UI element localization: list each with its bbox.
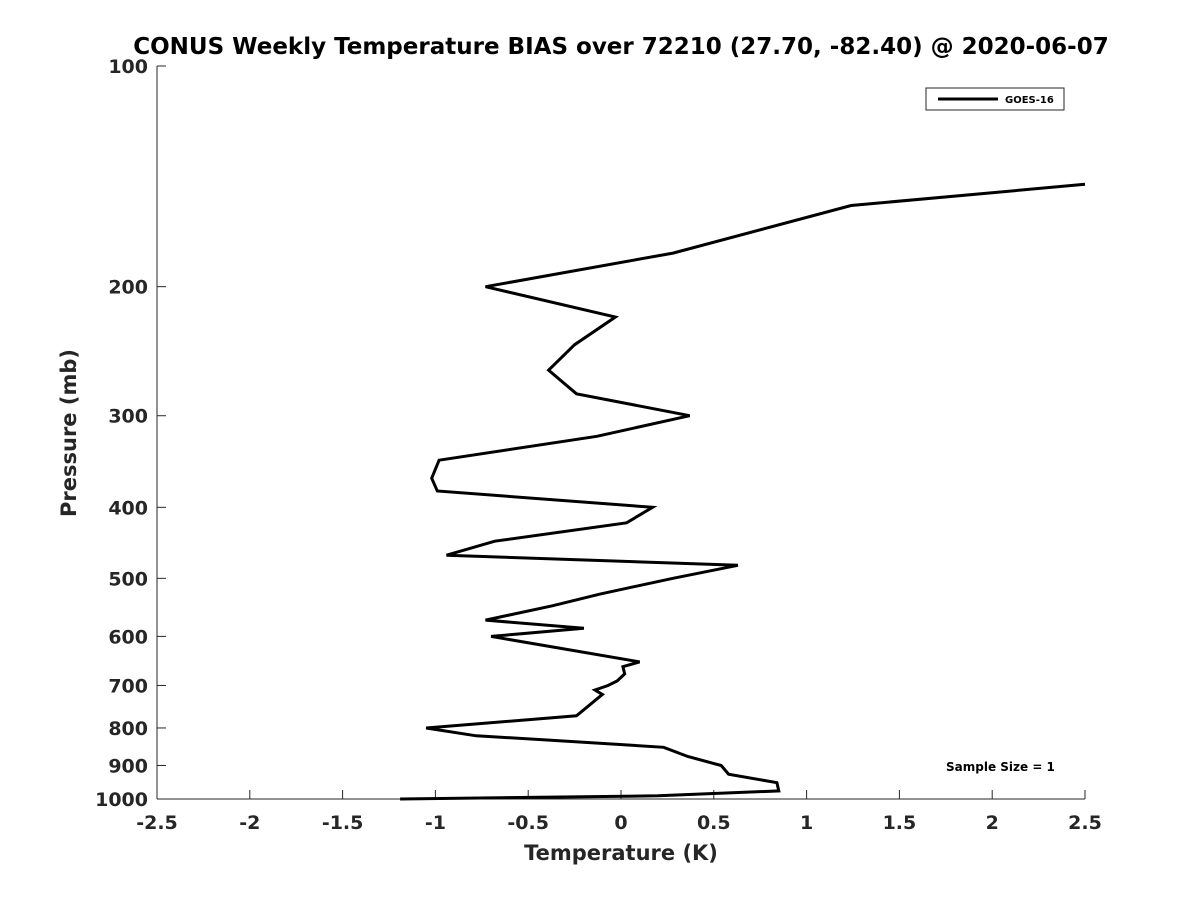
- x-tick-label: 0: [614, 812, 627, 834]
- y-tick-label: 100: [108, 56, 148, 78]
- x-tick-label: -2.5: [136, 812, 178, 834]
- sample-size-annotation: Sample Size = 1: [946, 760, 1055, 774]
- x-tick-label: 1: [800, 812, 813, 834]
- y-tick-label: 900: [108, 755, 148, 777]
- chart-title: CONUS Weekly Temperature BIAS over 72210…: [133, 34, 1108, 60]
- y-tick-label: 400: [108, 497, 148, 519]
- x-tick-label: -2: [239, 812, 260, 834]
- x-tick-label: -1.5: [322, 812, 364, 834]
- y-tick-label: 200: [108, 277, 148, 299]
- x-tick-label: -1: [425, 812, 446, 834]
- legend-label-goes-16: GOES-16: [1005, 95, 1054, 106]
- y-tick-label: 700: [108, 675, 148, 697]
- x-axis-label: Temperature (K): [524, 841, 718, 865]
- x-axis: -2.5 -2 -1.5 -1 -0.5 0 0.5 1 1.5 2 2.5: [136, 790, 1102, 834]
- legend: GOES-16: [925, 87, 1065, 111]
- x-tick-label: 1.5: [883, 812, 917, 834]
- y-tick-label: 800: [108, 718, 148, 740]
- x-tick-label: 0.5: [697, 812, 731, 834]
- y-tick-label: 300: [108, 406, 148, 428]
- y-axis-label: Pressure (mb): [57, 349, 81, 517]
- x-tick-label: 2.5: [1068, 812, 1102, 834]
- x-tick-label: 2: [986, 812, 999, 834]
- y-tick-label: 1000: [95, 789, 148, 811]
- y-tick-label: 500: [108, 568, 148, 590]
- y-axis: 100 200 300 400 500 600 700 800 900 1000: [95, 56, 166, 811]
- y-tick-label: 600: [108, 626, 148, 648]
- series-line-goes-16: [400, 182, 1086, 801]
- x-tick-label: -0.5: [507, 812, 549, 834]
- series-layer: [400, 182, 1086, 801]
